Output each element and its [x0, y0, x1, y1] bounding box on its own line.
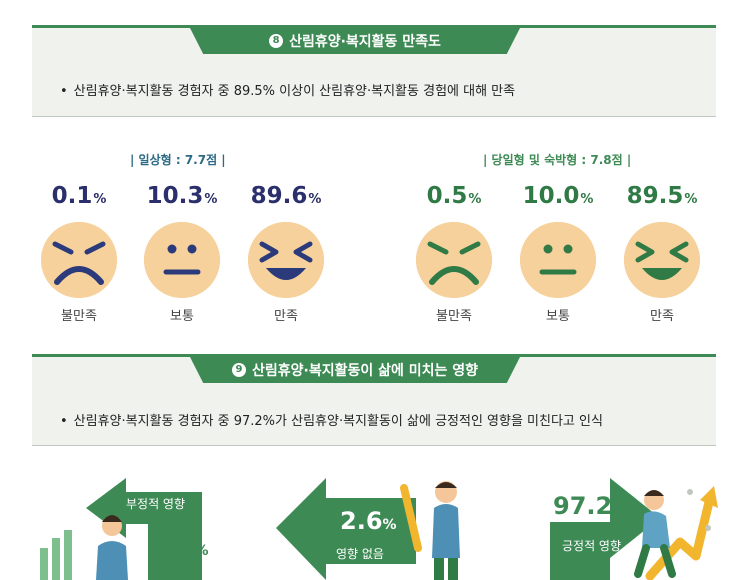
- group-right-title: | 당일형 및 숙박형 : 7.8점 |: [483, 153, 632, 167]
- pct-left-dissatisfied: 0.1%: [51, 183, 107, 209]
- pct-left-satisfied: 89.6%: [250, 183, 322, 209]
- negative-impact-arrow: [40, 478, 202, 580]
- no-impact-label: 영향 없음: [336, 547, 384, 561]
- section8-bottom-rule: [32, 116, 716, 117]
- section9-top-rule: [32, 354, 716, 357]
- pct-right-satisfied: 89.5%: [626, 183, 698, 209]
- section9-banner: 9 산림휴양·복지활동이 삶에 미치는 영향: [190, 357, 520, 383]
- section9-title: 산림휴양·복지활동이 삶에 미치는 영향: [251, 363, 479, 379]
- negative-impact-value: 0.3%: [152, 533, 209, 561]
- section9-number-badge: 9: [231, 363, 246, 377]
- neutral-face-icon: [520, 222, 596, 298]
- neutral-face-icon: [144, 222, 220, 298]
- label-right-satisfied: 만족: [650, 309, 674, 324]
- group-left-title: | 일상형 : 7.7점 |: [130, 153, 226, 167]
- sad-face-icon: [41, 222, 117, 298]
- positive-impact-value: 97.2%: [553, 492, 627, 520]
- pct-right-neutral: 10.0%: [522, 183, 594, 209]
- positive-impact-arrow: [550, 478, 718, 580]
- label-left-neutral: 보통: [170, 309, 194, 324]
- section8-top-rule: [32, 25, 716, 28]
- label-left-dissatisfied: 불만족: [61, 309, 97, 324]
- label-right-neutral: 보통: [546, 309, 570, 324]
- label-right-dissatisfied: 불만족: [436, 309, 472, 324]
- section8-summary: 산림휴양·복지활동 경험자 중 89.5% 이상이 산림휴양·복지활동 경험에 …: [60, 80, 515, 99]
- section9-bottom-rule: [32, 445, 716, 446]
- pct-left-neutral: 10.3%: [146, 183, 218, 209]
- no-impact-value: 2.6%: [340, 507, 397, 535]
- section8-title: 산림휴양·복지활동 만족도: [289, 34, 441, 50]
- happy-face-icon: [624, 222, 700, 298]
- positive-impact-label: 긍정적 영향: [562, 539, 622, 553]
- pct-right-dissatisfied: 0.5%: [426, 183, 482, 209]
- section8-banner: 8 산림휴양·복지활동 만족도: [190, 28, 520, 54]
- happy-face-icon: [248, 222, 324, 298]
- negative-impact-label: 부정적 영향: [126, 497, 186, 511]
- label-left-satisfied: 만족: [274, 309, 298, 324]
- sad-face-icon: [416, 222, 492, 298]
- section9-summary: 산림휴양·복지활동 경험자 중 97.2%가 산림휴양·복지활동이 삶에 긍정적…: [60, 410, 603, 429]
- section8-number-badge: 8: [269, 34, 284, 48]
- no-impact-arrow: [276, 478, 460, 580]
